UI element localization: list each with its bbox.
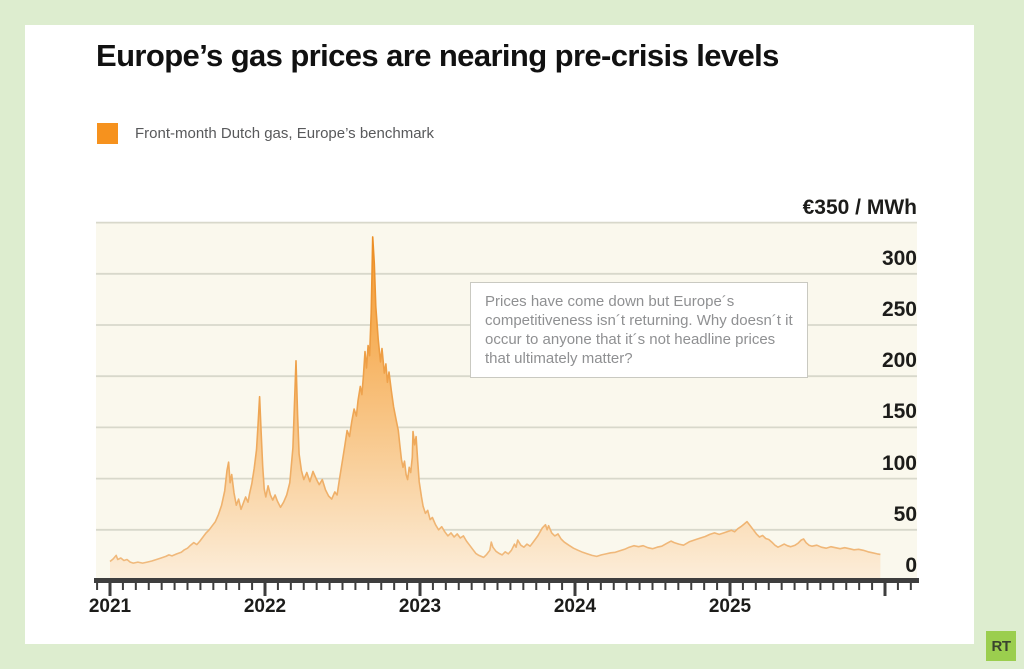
month-tick (406, 583, 409, 590)
month-tick (767, 583, 770, 590)
year-tick (728, 583, 732, 596)
month-tick (793, 583, 796, 590)
y-axis-tick-label-250: 250 (881, 298, 917, 321)
legend-label: Front-month Dutch gas, Europe’s benchmar… (135, 125, 435, 142)
annotation-text: Prices have come down but Europe´s compe… (485, 293, 793, 367)
year-tick (418, 583, 422, 596)
rt-logo-text: RT (991, 637, 1012, 655)
month-tick (431, 583, 434, 590)
month-tick (212, 583, 215, 590)
month-tick (121, 583, 124, 590)
month-tick (173, 583, 176, 590)
month-tick (367, 583, 370, 590)
month-tick (522, 583, 525, 590)
month-tick (754, 583, 757, 590)
x-axis-tick-label-2025: 2025 (708, 596, 752, 617)
month-tick (625, 583, 628, 590)
year-tick (263, 583, 267, 596)
month-tick (160, 583, 163, 590)
legend: Front-month Dutch gas, Europe’s benchmar… (97, 123, 434, 144)
month-tick (832, 583, 835, 590)
y-axis-tick-label-300: 300 (881, 246, 917, 270)
month-tick (238, 583, 241, 590)
month-tick (806, 583, 809, 590)
month-tick (470, 583, 473, 590)
month-tick (251, 583, 254, 590)
legend-swatch-icon (97, 123, 118, 144)
month-tick (483, 583, 486, 590)
month-tick (586, 583, 589, 590)
month-tick (509, 583, 512, 590)
year-tick (573, 583, 577, 596)
month-tick (858, 583, 861, 590)
month-tick (703, 583, 706, 590)
month-tick (276, 583, 279, 590)
x-axis-tick-label-2021: 2021 (88, 596, 132, 617)
month-tick (716, 583, 719, 590)
month-tick (393, 583, 396, 590)
month-tick (302, 583, 305, 590)
month-tick (199, 583, 202, 590)
month-tick (871, 583, 874, 590)
y-axis-tick-label-0: 0 (905, 554, 917, 577)
month-tick (819, 583, 822, 590)
x-axis-tick-label-2022: 2022 (243, 596, 287, 617)
gas-price-line (109, 236, 881, 564)
y-axis-tick-label-200: 200 (881, 349, 917, 373)
month-tick (677, 583, 680, 590)
month-tick (328, 583, 331, 590)
month-tick (186, 583, 189, 590)
month-tick (548, 583, 551, 590)
month-tick (354, 583, 357, 590)
month-tick (638, 583, 641, 590)
y-axis-tick-label-150: 150 (881, 400, 917, 424)
month-tick (690, 583, 693, 590)
month-tick (896, 583, 899, 590)
rt-logo: RT (986, 631, 1016, 661)
month-tick (780, 583, 783, 590)
month-tick (909, 583, 912, 590)
month-tick (845, 583, 848, 590)
month-tick (380, 583, 383, 590)
month-tick (651, 583, 654, 590)
month-tick (289, 583, 292, 590)
x-axis-line (94, 578, 919, 583)
month-tick (496, 583, 499, 590)
month-tick (134, 583, 137, 590)
month-tick (341, 583, 344, 590)
chart-title: Europe’s gas prices are nearing pre-cris… (96, 38, 779, 73)
x-axis-tick-label-2023: 2023 (398, 596, 442, 617)
month-tick (664, 583, 667, 590)
month-tick (96, 583, 99, 590)
month-tick (612, 583, 615, 590)
gas-price-area (110, 236, 881, 581)
year-tick (883, 583, 887, 596)
month-tick (315, 583, 318, 590)
y-axis-tick-label-50: 50 (893, 502, 917, 526)
month-tick (225, 583, 228, 590)
month-tick (457, 583, 460, 590)
month-tick (147, 583, 150, 590)
month-tick (535, 583, 538, 590)
month-tick (741, 583, 744, 590)
year-tick (108, 583, 112, 596)
month-tick (444, 583, 447, 590)
month-tick (561, 583, 564, 590)
annotation-box: Prices have come down but Europe´s compe… (470, 282, 808, 378)
x-axis-tick-label-2024: 2024 (553, 596, 597, 617)
month-tick (599, 583, 602, 590)
y-axis-tick-label-350: €350 / MWh (802, 195, 917, 219)
y-axis-tick-label-100: 100 (881, 451, 917, 475)
